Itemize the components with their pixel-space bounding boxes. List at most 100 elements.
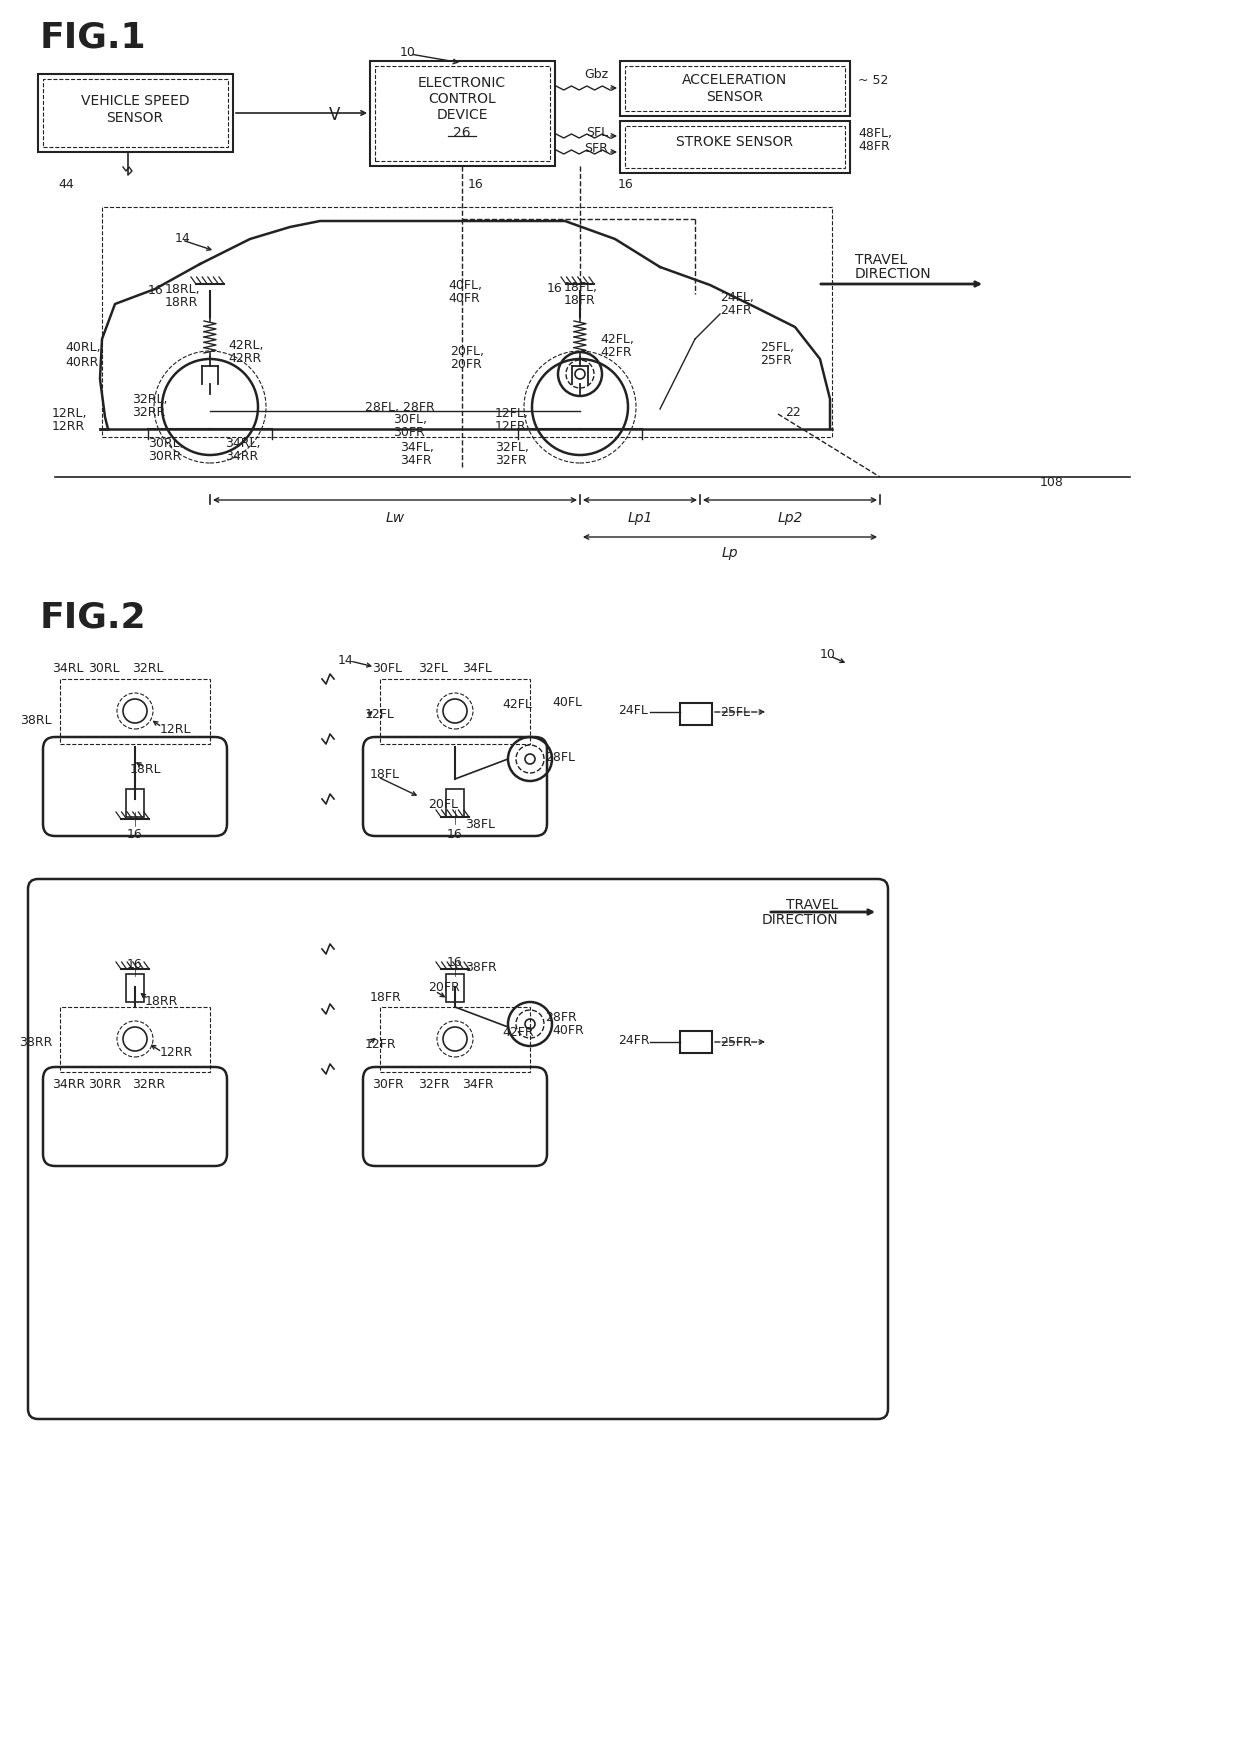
Text: 18FL,: 18FL, xyxy=(564,281,598,294)
Text: 30RL: 30RL xyxy=(88,661,119,675)
Text: 12FL: 12FL xyxy=(365,708,394,720)
Text: 34RR: 34RR xyxy=(224,451,258,463)
Text: 34RR: 34RR xyxy=(52,1079,86,1091)
Text: TRAVEL: TRAVEL xyxy=(856,253,908,267)
Text: V: V xyxy=(330,107,341,124)
Text: 30RR: 30RR xyxy=(148,451,181,463)
Text: 25FL,: 25FL, xyxy=(760,341,794,355)
Text: DIRECTION: DIRECTION xyxy=(761,912,838,926)
Bar xyxy=(374,66,551,163)
Text: 18RL,: 18RL, xyxy=(165,283,201,297)
Text: 22: 22 xyxy=(785,406,801,418)
Text: 24FR: 24FR xyxy=(720,304,751,318)
Text: 12FL,: 12FL, xyxy=(495,406,529,420)
Text: 40FL,: 40FL, xyxy=(448,278,482,292)
Text: 12RL: 12RL xyxy=(160,724,191,736)
Text: Lp1: Lp1 xyxy=(627,510,652,524)
Text: 20FL: 20FL xyxy=(428,799,458,811)
Text: 108: 108 xyxy=(1040,475,1064,488)
Text: CONTROL: CONTROL xyxy=(428,93,496,107)
Text: VEHICLE SPEED: VEHICLE SPEED xyxy=(81,94,190,108)
Text: 26: 26 xyxy=(453,126,471,140)
Text: ELECTRONIC: ELECTRONIC xyxy=(418,75,506,89)
Text: STROKE SENSOR: STROKE SENSOR xyxy=(677,135,794,149)
Text: 28FR: 28FR xyxy=(546,1010,577,1024)
Text: 25FR: 25FR xyxy=(760,355,792,367)
Text: 32FL: 32FL xyxy=(418,661,448,675)
Bar xyxy=(379,1007,529,1072)
Text: 16: 16 xyxy=(448,956,463,968)
Text: 18FL: 18FL xyxy=(370,767,401,781)
Bar xyxy=(43,80,228,149)
Text: 42RL,: 42RL, xyxy=(228,339,263,351)
Text: 32RR: 32RR xyxy=(131,1079,165,1091)
Text: 42FL: 42FL xyxy=(502,697,532,711)
Text: 30FR: 30FR xyxy=(393,427,425,439)
Text: 30FL,: 30FL, xyxy=(393,413,427,427)
Text: 34FR: 34FR xyxy=(401,454,432,467)
Text: 16: 16 xyxy=(467,178,484,191)
Text: 16: 16 xyxy=(148,283,162,297)
Text: 18RR: 18RR xyxy=(165,297,198,309)
Text: 18RL: 18RL xyxy=(130,764,161,776)
Text: 32FL,: 32FL, xyxy=(495,440,529,453)
Bar xyxy=(446,790,464,818)
Text: 20FR: 20FR xyxy=(428,981,460,995)
Text: 12RL,: 12RL, xyxy=(52,406,88,420)
Text: Lp: Lp xyxy=(722,545,738,559)
Text: 30FR: 30FR xyxy=(372,1079,404,1091)
Bar xyxy=(680,704,712,725)
Text: 12RR: 12RR xyxy=(52,420,86,434)
Text: 14: 14 xyxy=(175,231,191,245)
Text: 38RL: 38RL xyxy=(20,713,52,725)
Text: 42FR: 42FR xyxy=(600,346,631,360)
Text: SENSOR: SENSOR xyxy=(107,110,164,124)
Text: 40FR: 40FR xyxy=(552,1023,584,1037)
Text: 34FL: 34FL xyxy=(463,661,492,675)
Text: 16: 16 xyxy=(618,178,634,191)
Text: 14: 14 xyxy=(339,654,353,666)
Text: 44: 44 xyxy=(58,178,73,191)
Bar xyxy=(620,122,849,173)
Text: ~ 52: ~ 52 xyxy=(858,73,888,86)
Text: FIG.2: FIG.2 xyxy=(40,601,146,635)
Text: 20FR: 20FR xyxy=(450,358,482,371)
Text: 10: 10 xyxy=(820,649,836,661)
Text: TRAVEL: TRAVEL xyxy=(786,897,838,911)
Bar xyxy=(625,66,844,112)
Text: 48FL,: 48FL, xyxy=(858,126,892,140)
Text: ACCELERATION: ACCELERATION xyxy=(682,73,787,87)
Text: 28FL, 28FR: 28FL, 28FR xyxy=(365,402,435,414)
Text: 34FL,: 34FL, xyxy=(401,440,434,453)
Text: 20FL,: 20FL, xyxy=(450,346,484,358)
Text: Lp2: Lp2 xyxy=(777,510,802,524)
Text: 25FR: 25FR xyxy=(720,1037,751,1049)
Text: 16: 16 xyxy=(128,829,143,841)
Text: 34RL,: 34RL, xyxy=(224,437,260,449)
Text: 12FR: 12FR xyxy=(495,420,527,434)
Text: 16: 16 xyxy=(448,829,463,841)
Bar xyxy=(625,128,844,170)
Text: 12FR: 12FR xyxy=(365,1037,397,1051)
Text: FIG.1: FIG.1 xyxy=(40,21,146,54)
Text: 40RL,: 40RL, xyxy=(64,341,100,355)
Text: DIRECTION: DIRECTION xyxy=(856,267,931,281)
Text: 18RR: 18RR xyxy=(145,995,179,1009)
Text: 30RR: 30RR xyxy=(88,1079,122,1091)
Bar xyxy=(126,790,144,818)
Bar xyxy=(126,974,144,1002)
Text: SFL: SFL xyxy=(585,126,608,140)
Text: 24FL,: 24FL, xyxy=(720,292,754,304)
Bar xyxy=(102,208,832,437)
Text: 48FR: 48FR xyxy=(858,140,890,154)
Text: SENSOR: SENSOR xyxy=(707,89,764,103)
Text: 32RR: 32RR xyxy=(131,406,165,420)
Text: 40FR: 40FR xyxy=(448,292,480,304)
Text: 40FL: 40FL xyxy=(552,696,582,710)
Text: 16: 16 xyxy=(547,281,562,294)
Text: Gbz: Gbz xyxy=(584,68,608,80)
Text: 32FR: 32FR xyxy=(418,1079,450,1091)
Text: 38FL: 38FL xyxy=(465,818,495,830)
Text: 38RR: 38RR xyxy=(19,1035,52,1047)
Text: 32RL: 32RL xyxy=(131,661,164,675)
